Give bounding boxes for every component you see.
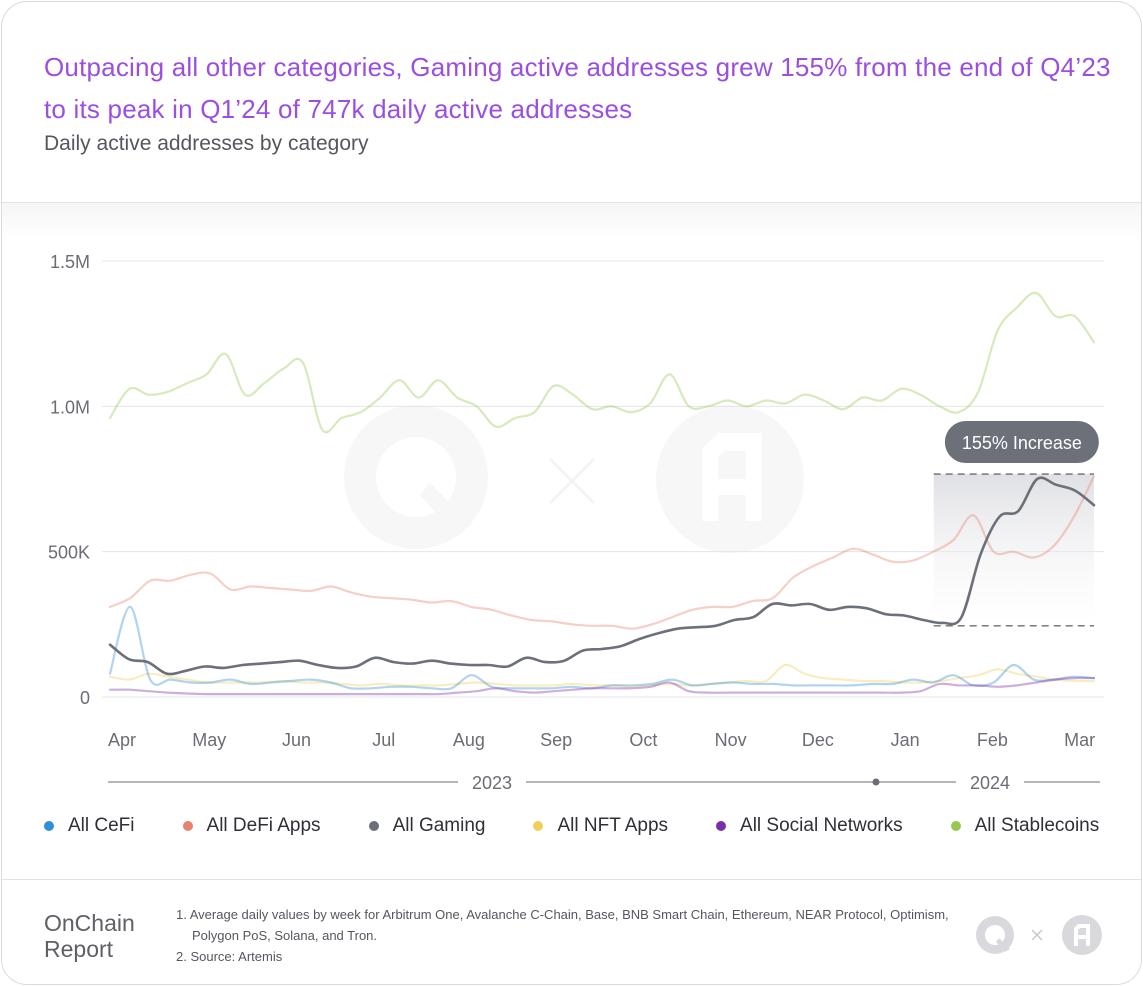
series-line-social [108, 676, 1096, 696]
legend-label: All Social Networks [740, 815, 903, 836]
legend-item-defi[interactable]: All DeFi Apps [182, 815, 321, 837]
footnote-1: 1. Average daily values by week for Arbi… [176, 907, 949, 943]
legend-item-stablecoins[interactable]: All Stablecoins [950, 815, 1100, 837]
series-line-cefi [108, 605, 1096, 691]
legend-item-social[interactable]: All Social Networks [716, 815, 903, 837]
x-tick-label: Aug [453, 730, 485, 750]
legend-label: All DeFi Apps [206, 815, 321, 836]
series-line-nft [108, 663, 1096, 688]
year-boundary-marker [872, 778, 880, 786]
axes: 0 500K 1.0M 1.5M Apr May Jun Jul Aug Sep Oct Nov Dec… [48, 252, 1100, 793]
line-chart: 0 500K 1.0M 1.5M Apr May Jun Jul Aug Sep Oct Nov Dec… [48, 252, 1104, 793]
year-label: 2024 [970, 773, 1010, 793]
year-label: 2023 [472, 773, 512, 793]
x-tick-label: Sep [540, 730, 572, 750]
legend-dot-icon [182, 821, 193, 831]
x-tick-label: Oct [629, 730, 657, 750]
annotation: 155% Increase [944, 421, 1099, 464]
x-tick-label: Jul [372, 730, 395, 750]
legend-item-nft[interactable]: All NFT Apps [533, 815, 668, 837]
x-tick-label: Jun [282, 730, 311, 750]
series-lines [108, 291, 1096, 696]
onchain-logo-tail [996, 938, 1010, 952]
legend-label: All NFT Apps [557, 815, 669, 836]
legend-item-cefi[interactable]: All CeFi [44, 815, 135, 837]
x-tick-label: Feb [977, 730, 1008, 750]
legend-item-gaming[interactable]: All Gaming [368, 815, 486, 837]
x-tick-label: Jan [891, 730, 920, 750]
legend-dot-icon [533, 821, 544, 831]
times-watermark-icon [548, 457, 596, 505]
chart-subtitle: Daily active addresses by category [44, 132, 369, 155]
artemis-watermark-glyph [702, 433, 762, 521]
footnotes: 1. Average daily values by week for Arbi… [176, 904, 966, 967]
times-icon [1031, 929, 1043, 941]
series-line-stablecoins [108, 291, 1096, 434]
legend-dot-icon [368, 821, 379, 831]
x-tick-label: Mar [1064, 730, 1095, 750]
series-line-defi [108, 475, 1096, 630]
highlight-band [933, 474, 1094, 626]
legend-label: All Gaming [392, 815, 486, 836]
brand-line-1: OnChain [44, 910, 135, 936]
legend-dot-icon [44, 821, 54, 831]
y-tick-label: 500K [48, 543, 90, 563]
footer: OnChain Report 1. Average daily values b… [2, 879, 1141, 984]
watermark-logos [344, 405, 804, 553]
y-tick-label: 1.0M [50, 397, 90, 417]
chart-area: 0 500K 1.0M 1.5M Apr May Jun Jul Aug Sep Oct Nov Dec… [2, 203, 1141, 879]
legend-dot-icon [950, 821, 961, 831]
series-line-gaming [108, 476, 1096, 676]
page-title: Outpacing all other categories, Gaming a… [44, 52, 1111, 124]
brand-line-2: Report [44, 936, 114, 962]
annotation-pill [944, 421, 1099, 464]
legend-dot-icon [716, 821, 727, 831]
footnote-2: 2. Source: Artemis [176, 949, 283, 964]
onchain-watermark-tail [420, 483, 472, 533]
y-tick-label: 0 [80, 688, 90, 708]
artemis-logo-glyph [1074, 924, 1090, 946]
legend-label: All CeFi [68, 815, 135, 836]
x-tick-label: May [192, 730, 226, 750]
x-tick-label: Dec [802, 730, 834, 750]
x-tick-label: Nov [715, 730, 747, 750]
x-tick-label: Apr [108, 730, 136, 750]
brand-name: OnChain Report [44, 910, 135, 962]
header: Outpacing all other categories, Gaming a… [2, 2, 1141, 203]
legend-label: All Stablecoins [974, 815, 1100, 836]
footer-logos [976, 915, 1102, 955]
legend: All CeFi All DeFi Apps All Gaming All NFT A… [44, 811, 1124, 841]
highlight-region [933, 473, 1094, 627]
y-tick-label: 1.5M [50, 252, 90, 272]
annotation-label: 155% Increase [962, 433, 1082, 453]
